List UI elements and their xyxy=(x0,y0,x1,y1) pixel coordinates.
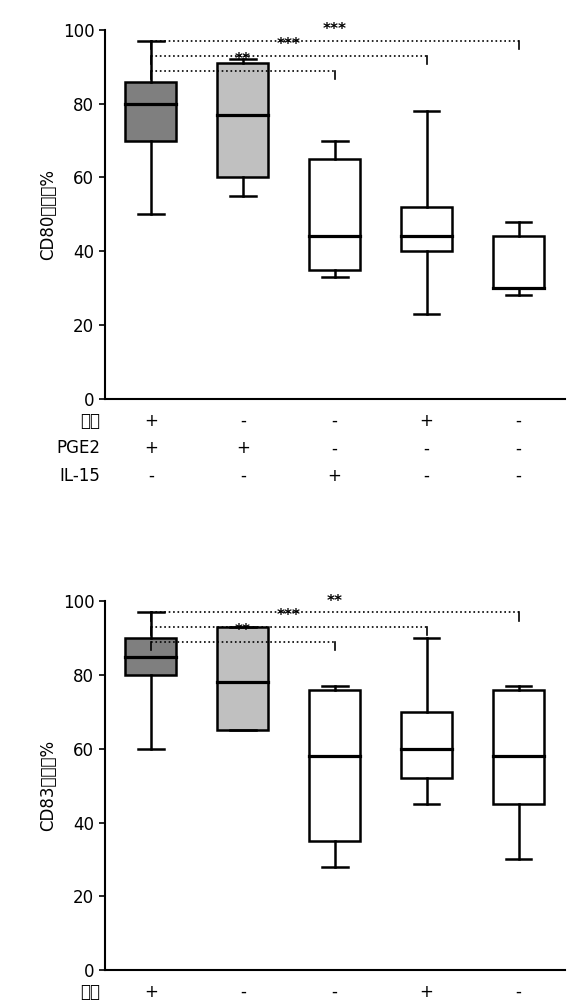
Text: +: + xyxy=(144,983,158,1000)
Text: +: + xyxy=(144,439,158,457)
Bar xyxy=(494,690,544,804)
Text: **: ** xyxy=(235,623,251,638)
Text: +: + xyxy=(420,412,434,430)
Text: IL-15: IL-15 xyxy=(59,467,100,485)
Text: -: - xyxy=(424,439,430,457)
Bar xyxy=(126,638,176,675)
Text: PGE2: PGE2 xyxy=(56,439,100,457)
Text: -: - xyxy=(516,412,521,430)
Text: 超低: 超低 xyxy=(80,983,100,1000)
Bar xyxy=(218,63,268,177)
Text: 超低: 超低 xyxy=(80,412,100,430)
Text: +: + xyxy=(236,439,250,457)
Text: **: ** xyxy=(235,52,251,67)
Bar xyxy=(402,712,452,778)
Text: -: - xyxy=(240,412,246,430)
Y-axis label: CD80荧光的%: CD80荧光的% xyxy=(39,169,57,260)
Bar xyxy=(310,159,360,270)
Text: -: - xyxy=(516,467,521,485)
Text: +: + xyxy=(420,983,434,1000)
Text: ***: *** xyxy=(276,37,301,52)
Text: -: - xyxy=(240,983,246,1000)
Bar xyxy=(310,690,360,841)
Bar xyxy=(402,207,452,251)
Text: ***: *** xyxy=(322,22,347,37)
Text: -: - xyxy=(516,439,521,457)
Text: ***: *** xyxy=(276,608,301,623)
Bar xyxy=(218,627,268,730)
Text: -: - xyxy=(332,412,338,430)
Text: +: + xyxy=(328,467,342,485)
Text: +: + xyxy=(144,412,158,430)
Text: -: - xyxy=(516,983,521,1000)
Text: -: - xyxy=(424,467,430,485)
Bar xyxy=(494,236,544,288)
Text: **: ** xyxy=(327,594,343,609)
Text: -: - xyxy=(148,467,154,485)
Bar xyxy=(126,82,176,141)
Text: -: - xyxy=(332,983,338,1000)
Y-axis label: CD83荧光的%: CD83荧光的% xyxy=(39,740,57,831)
Text: -: - xyxy=(240,467,246,485)
Text: -: - xyxy=(332,439,338,457)
